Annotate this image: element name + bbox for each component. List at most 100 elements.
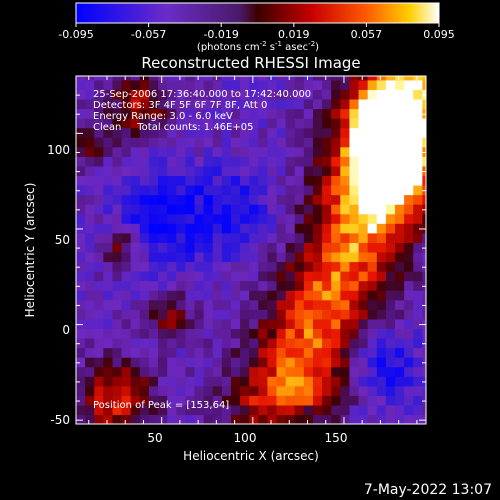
heatmap-cell — [167, 223, 177, 234]
heatmap-cell — [185, 395, 196, 406]
heatmap-cell — [194, 76, 205, 81]
heatmap-cell — [276, 213, 287, 224]
heatmap-cell — [240, 175, 250, 186]
heatmap-cell — [185, 76, 196, 81]
heatmap-cell — [358, 165, 369, 177]
heatmap-cell — [240, 271, 250, 282]
heatmap-cell — [422, 156, 426, 167]
heatmap-cell — [148, 357, 159, 368]
heatmap-cell — [112, 79, 123, 90]
heatmap-cell — [303, 137, 314, 148]
heatmap-cell — [112, 156, 123, 167]
heatmap-cell — [112, 366, 123, 377]
heatmap-cell — [385, 414, 396, 424]
heatmap-cell — [413, 280, 423, 291]
heatmap-cell — [258, 337, 268, 349]
heatmap-cell — [103, 76, 114, 81]
heatmap-cell — [413, 404, 423, 416]
heatmap-cell — [258, 118, 268, 129]
x-tick-label: 100 — [234, 431, 257, 445]
heatmap-cell — [258, 395, 268, 406]
heatmap-cell — [249, 118, 259, 129]
heatmap-cell — [258, 137, 268, 148]
heatmap-cell — [303, 271, 314, 282]
heatmap-cell — [85, 290, 95, 301]
heatmap-cell — [358, 280, 369, 291]
heatmap-cell — [130, 337, 141, 349]
heatmap-cell — [376, 76, 387, 81]
heatmap-cell — [376, 404, 387, 416]
heatmap-cell — [85, 184, 95, 196]
heatmap-cell — [185, 194, 196, 205]
heatmap-cell — [322, 127, 332, 138]
heatmap-cell — [367, 118, 378, 129]
heatmap-cell — [221, 280, 232, 291]
heatmap-cell — [94, 223, 104, 234]
heatmap-cell — [94, 385, 104, 396]
heatmap-cell — [303, 127, 314, 138]
heatmap-cell — [158, 213, 168, 224]
heatmap-cell — [294, 89, 305, 100]
heatmap-cell — [194, 175, 205, 186]
heatmap-cell — [340, 213, 351, 224]
heatmap-cell — [130, 366, 141, 377]
heatmap-cell — [331, 318, 341, 329]
heatmap-cell — [303, 194, 314, 205]
heatmap-cell — [385, 242, 396, 253]
heatmap-cell — [376, 156, 387, 167]
heatmap-cell — [130, 79, 141, 90]
heatmap-cell — [422, 223, 426, 234]
heatmap-cell — [212, 137, 223, 148]
heatmap-cell — [76, 261, 86, 272]
heatmap-cell — [203, 76, 214, 81]
heatmap-cell — [294, 76, 305, 81]
heatmap-cell — [367, 261, 378, 272]
heatmap-cell — [385, 366, 396, 377]
heatmap-cell — [167, 194, 177, 205]
heatmap-cell — [331, 79, 341, 90]
heatmap-cell — [358, 79, 369, 90]
heatmap-cell — [276, 309, 287, 320]
heatmap-cell — [203, 108, 214, 119]
heatmap-cell — [249, 137, 259, 148]
heatmap-cell — [404, 242, 414, 253]
heatmap-cell — [267, 290, 278, 301]
heatmap-cell — [267, 251, 278, 263]
heatmap-cell — [267, 395, 278, 406]
y-tick-label: -50 — [50, 413, 70, 427]
heatmap-cell — [148, 223, 159, 234]
heatmap-cell — [203, 347, 214, 358]
heatmap-cell — [158, 366, 168, 377]
heatmap-cell — [221, 175, 232, 186]
heatmap-cell — [176, 213, 186, 224]
footer-timestamp: 7-May-2022 13:07 — [364, 482, 492, 498]
heatmap-cell — [103, 309, 114, 320]
heatmap-cell — [249, 385, 259, 396]
heatmap-cell — [176, 223, 186, 234]
heatmap-cell — [422, 366, 426, 377]
heatmap-cell — [385, 261, 396, 272]
heatmap-cell — [385, 118, 396, 129]
heatmap-cell — [103, 328, 114, 339]
heatmap-cell — [130, 89, 141, 100]
heatmap-cell — [367, 76, 378, 81]
heatmap-cell — [130, 357, 141, 368]
heatmap-cell — [103, 98, 114, 110]
heatmap-cell — [349, 414, 360, 424]
heatmap-cell — [312, 204, 323, 215]
heatmap-cell — [276, 175, 287, 186]
heatmap-cell — [376, 89, 387, 100]
heatmap-cell — [312, 242, 323, 253]
heatmap-cell — [76, 271, 86, 282]
heatmap-cell — [185, 89, 196, 100]
heatmap-cell — [267, 223, 278, 234]
heatmap-cell — [158, 194, 168, 205]
heatmap-cell — [422, 175, 426, 186]
heatmap-cell — [358, 194, 369, 205]
heatmap-cell — [294, 156, 305, 167]
heatmap-cell — [85, 89, 95, 100]
heatmap-cell — [230, 290, 241, 301]
heatmap-cell — [203, 98, 214, 110]
heatmap-cell — [312, 309, 323, 320]
heatmap-cell — [167, 395, 177, 406]
